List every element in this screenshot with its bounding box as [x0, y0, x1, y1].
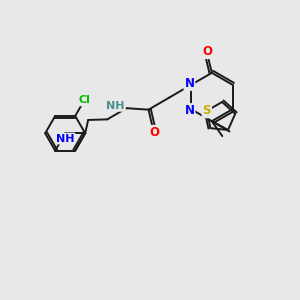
Text: O: O: [149, 126, 159, 139]
Text: N: N: [184, 104, 194, 117]
Text: Cl: Cl: [78, 95, 90, 105]
Text: O: O: [202, 45, 212, 58]
Text: N: N: [184, 77, 194, 90]
Text: NH: NH: [106, 101, 125, 111]
Text: NH: NH: [56, 134, 74, 143]
Text: S: S: [202, 104, 211, 117]
